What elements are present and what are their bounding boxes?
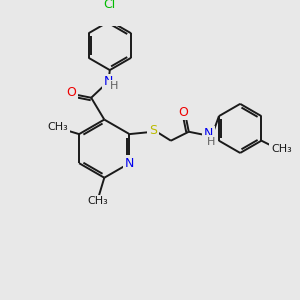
Text: S: S bbox=[149, 124, 157, 137]
Text: Cl: Cl bbox=[104, 0, 116, 11]
Text: N: N bbox=[103, 75, 113, 88]
Text: O: O bbox=[67, 86, 76, 99]
Text: N: N bbox=[125, 157, 134, 170]
Text: N: N bbox=[204, 128, 213, 140]
Text: H: H bbox=[207, 137, 215, 147]
Text: CH₃: CH₃ bbox=[87, 196, 108, 206]
Text: O: O bbox=[178, 106, 188, 118]
Text: CH₃: CH₃ bbox=[271, 144, 292, 154]
Text: CH₃: CH₃ bbox=[48, 122, 68, 133]
Text: H: H bbox=[110, 81, 118, 92]
